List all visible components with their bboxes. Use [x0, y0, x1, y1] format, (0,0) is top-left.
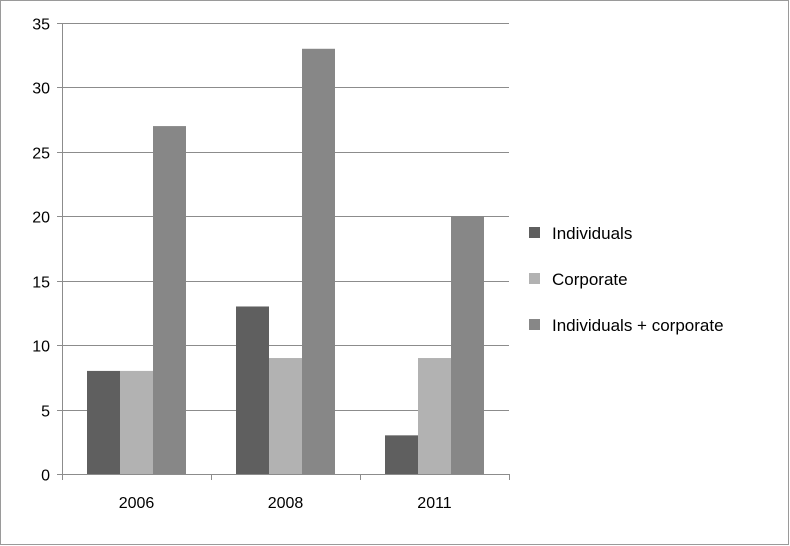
bar-individuals-2008: [236, 306, 269, 474]
y-tick-label: 10: [32, 339, 50, 356]
legend-swatch: [529, 319, 540, 330]
x-tick-label: 2006: [119, 495, 155, 512]
legend-label: Individuals + corporate: [552, 316, 724, 335]
bar-individuals-corporate-2006: [153, 126, 186, 474]
y-tick-label: 25: [32, 146, 50, 163]
bar-individuals-2006: [87, 370, 120, 474]
bar-individuals-2011: [385, 435, 418, 474]
x-tick-labels: 2006 2008 2011: [119, 495, 452, 512]
x-tick-label: 2011: [417, 495, 452, 512]
y-tick-label: 35: [32, 17, 50, 34]
x-tick-label: 2008: [268, 495, 304, 512]
y-tick-label: 30: [32, 81, 50, 98]
bar-individuals-corporate-2008: [302, 48, 335, 475]
y-tick-label: 5: [41, 404, 50, 421]
bar-corporate-2006: [120, 370, 153, 474]
y-tick-labels: 0 5 10 15 20 25 30 35: [32, 17, 50, 485]
bar-corporate-2008: [269, 358, 302, 474]
legend-label: Individuals: [552, 224, 632, 243]
gridlines: [62, 23, 509, 411]
bars: [87, 48, 484, 475]
y-tick-label: 15: [32, 275, 50, 292]
legend: Individuals Corporate Individuals + corpor…: [529, 224, 724, 335]
legend-label: Corporate: [552, 270, 628, 289]
legend-swatch: [529, 273, 540, 284]
legend-swatch: [529, 227, 540, 238]
bar-corporate-2011: [418, 358, 451, 474]
axes: [57, 23, 510, 480]
y-tick-label: 20: [32, 210, 50, 227]
y-tick-label: 0: [41, 468, 50, 485]
bar-individuals-corporate-2011: [451, 216, 484, 475]
